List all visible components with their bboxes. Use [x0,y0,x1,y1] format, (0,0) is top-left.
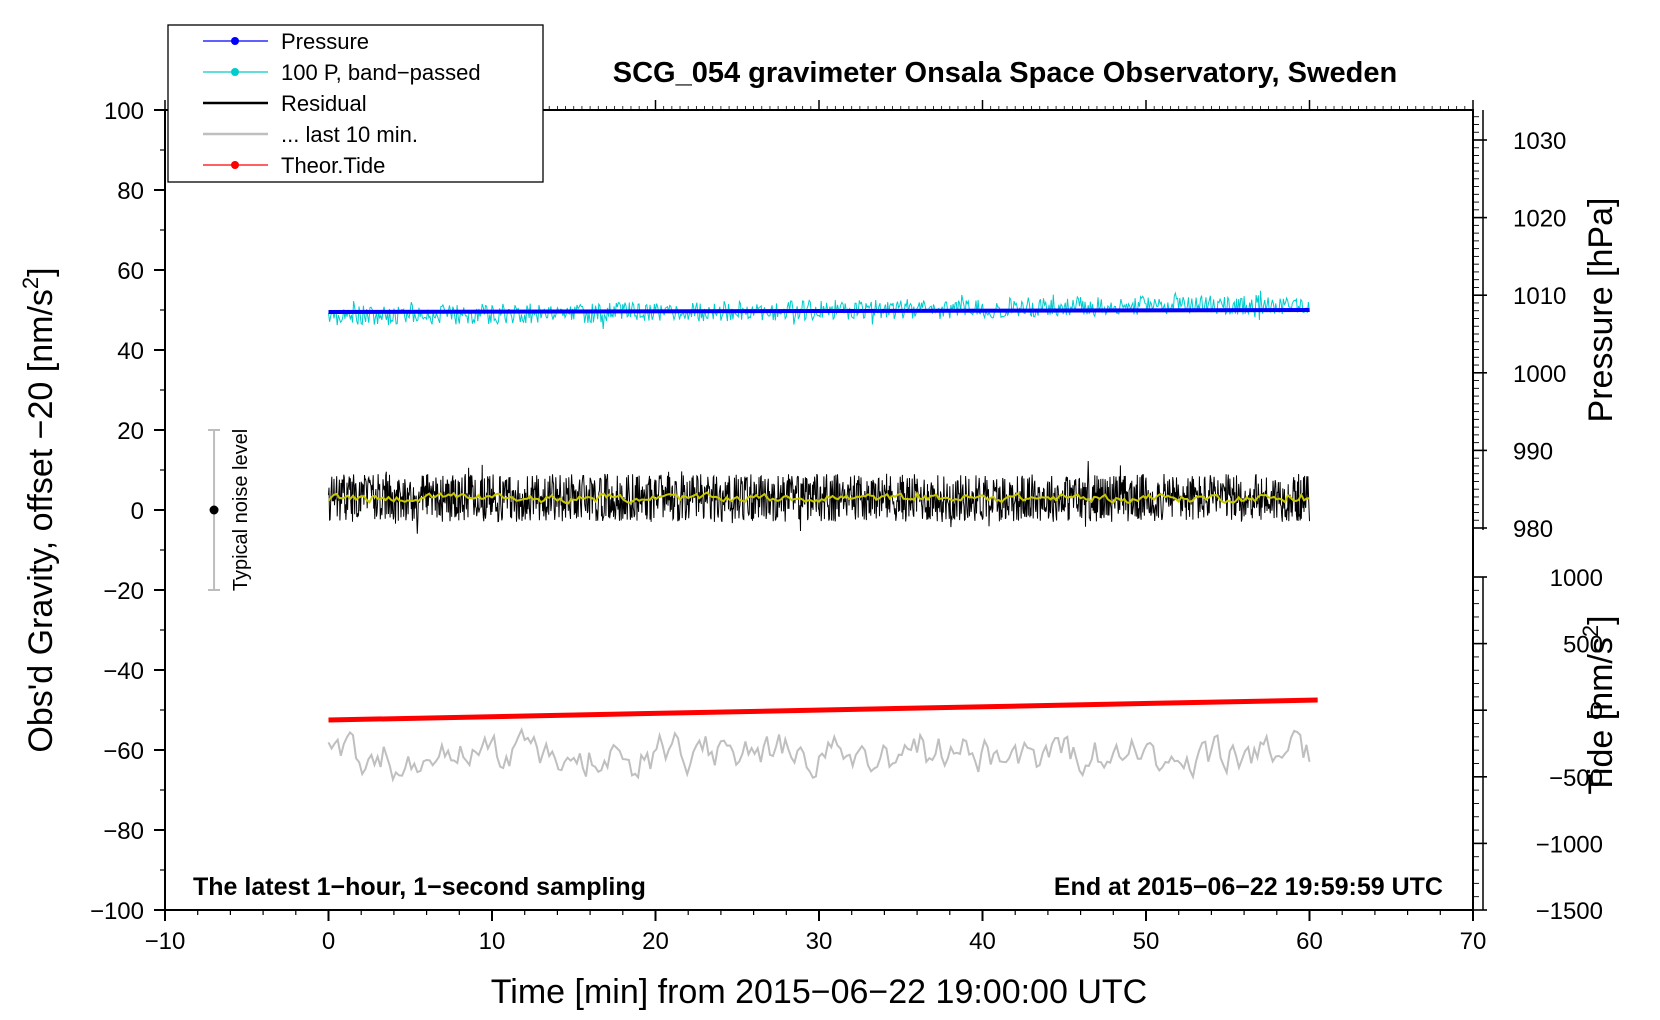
pressure-tick-label: 990 [1513,438,1553,465]
tide-tick-label: 500 [1563,632,1603,659]
legend-label: Residual [281,91,367,116]
annotation-sampling: The latest 1−hour, 1−second sampling [193,873,646,901]
y-left-tick-label: −80 [103,818,144,845]
pressure-tick-label: 1030 [1513,128,1566,155]
series-residual [328,460,1310,534]
y-left-tick-label: −40 [103,658,144,685]
y-left-tick-label: 20 [117,418,144,445]
pressure-tick-label: 1000 [1513,361,1566,388]
y-axis-left-title: Obs'd Gravity, offset −20 [nm/s2] [18,267,60,752]
tide-tick-label: −1000 [1536,831,1603,858]
y-left-tick-label: 60 [117,258,144,285]
legend-marker [231,68,239,76]
legend-label: Pressure [281,29,369,54]
tide-tick-label: −1500 [1536,898,1603,925]
series-smoothed-residual [327,491,1310,505]
x-tick-label: 50 [1133,928,1160,955]
y-left-tick-label: 0 [131,498,144,525]
y-left-tick-label: 40 [117,338,144,365]
noise-level-indicator: Typical noise level [208,429,252,591]
x-tick-label: 70 [1460,928,1487,955]
y-left-tick-label: −60 [103,738,144,765]
y-left-tick-label: −100 [90,898,144,925]
legend-marker [231,37,239,45]
x-tick-label: 0 [322,928,335,955]
y-left-tick-label: 100 [104,98,144,125]
x-tick-label: 40 [969,928,996,955]
x-tick-label: −10 [145,928,186,955]
y-axis-tide-title: Tide [nm/s2] [1578,615,1620,794]
noise-label: Typical noise level [230,429,252,591]
pressure-tick-label: 1020 [1513,206,1566,233]
pressure-tick-label: 980 [1513,516,1553,543]
legend-label: Theor.Tide [281,153,385,178]
legend-label: ... last 10 min. [281,122,418,147]
x-tick-label: 30 [806,928,833,955]
legend-marker [231,161,239,169]
tide-tick-label: 0 [1590,698,1603,725]
x-tick-label: 20 [642,928,669,955]
legend: Pressure 100 P, band−passed Residual ... la… [167,24,544,183]
series-last-10-min [327,727,1311,783]
tide-tick-label: −500 [1549,765,1603,792]
series-100p-band-passed [328,290,1310,329]
series-pressure [328,308,1310,314]
pressure-tick-label: 1010 [1513,283,1566,310]
legend-label: 100 P, band−passed [281,60,481,85]
x-tick-label: 10 [479,928,506,955]
y-left-tick-label: 80 [117,178,144,205]
chart-title: SCG_054 gravimeter Onsala Space Observat… [613,57,1397,89]
x-tick-label: 60 [1296,928,1323,955]
y-axis-pressure-title: Pressure [hPa] [1582,198,1620,423]
x-axis-title: Time [min] from 2015−06−22 19:00:00 UTC [491,973,1147,1011]
data-layer [327,290,1318,783]
ticks-layer: −10 0 10 20 30 40 50 60 70100806040200−20−40−60−… [90,98,1603,955]
y-left-tick-label: −20 [103,578,144,605]
noise-dot [209,505,219,515]
series-theor-tide [328,697,1318,723]
tide-tick-label: 1000 [1550,565,1603,592]
annotation-end-time: End at 2015−06−22 19:59:59 UTC [1054,873,1443,901]
